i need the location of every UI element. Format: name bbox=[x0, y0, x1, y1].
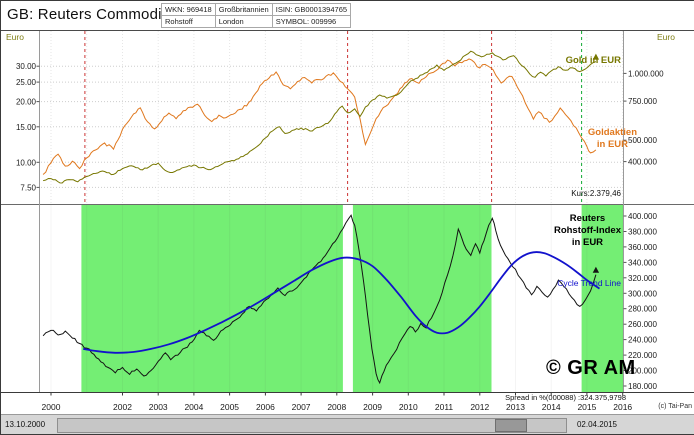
year-tick-label: 2000 bbox=[42, 402, 61, 412]
watermark: © GR AM bbox=[546, 357, 636, 379]
goldaktien-series-label: Goldaktien in EUR bbox=[588, 127, 637, 150]
scrollbar-thumb[interactable] bbox=[494, 419, 527, 432]
year-tick-label: 2011 bbox=[435, 402, 454, 412]
year-tick-label: 2006 bbox=[256, 402, 275, 412]
year-tick-label: 2005 bbox=[220, 402, 239, 412]
gold-axis-tick-label: 10.00 bbox=[16, 158, 37, 167]
cycle-band bbox=[81, 205, 343, 392]
index-series-label-line1: Reuters bbox=[569, 213, 606, 224]
year-tick-label: 2016 bbox=[613, 402, 632, 412]
rohstoff-index-line-series-end-arrow bbox=[592, 266, 600, 273]
year-tick-label: 2009 bbox=[363, 402, 382, 412]
info-category: Rohstoff bbox=[162, 16, 215, 27]
index-axis-tick-label: 200.000 bbox=[628, 367, 657, 376]
year-tick-label: 2012 bbox=[470, 402, 489, 412]
gold-axis-tick-label: 7.50 bbox=[20, 183, 36, 192]
left-axis-unit-label: Euro bbox=[6, 32, 24, 42]
year-tick-label: 2008 bbox=[327, 402, 346, 412]
year-tick-label: 2015 bbox=[577, 402, 596, 412]
range-end-date: 02.04.2015 bbox=[576, 420, 617, 429]
index-axis-tick-label: 220.000 bbox=[628, 351, 657, 360]
year-tick-label: 2007 bbox=[292, 402, 311, 412]
gold-series-label: Gold in EUR bbox=[565, 55, 621, 66]
goldaktien-series-label-line2: in EUR bbox=[596, 138, 629, 150]
year-tick-label: 2014 bbox=[542, 402, 561, 412]
gold-axis-tick-label: 25.00 bbox=[16, 78, 37, 87]
goldaktien-axis-tick-label: 500.000 bbox=[628, 136, 657, 145]
index-axis-tick-label: 300.000 bbox=[628, 289, 657, 298]
gold-line-series bbox=[42, 50, 597, 184]
year-tick-label: 2004 bbox=[184, 402, 203, 412]
year-tick-label: 2013 bbox=[506, 402, 525, 412]
goldaktien-axis-tick-label: 1.000.000 bbox=[628, 69, 664, 78]
index-axis-tick-label: 320.000 bbox=[628, 274, 657, 283]
taipan-copyright-label: (c) Tai-Pan bbox=[658, 403, 692, 410]
range-start-date: 13.10.2000 bbox=[5, 420, 46, 429]
year-tick-label: 2003 bbox=[149, 402, 168, 412]
goldaktien-axis-tick-label: 400.000 bbox=[628, 158, 657, 167]
goldaktien-axis-tick-label: 750.000 bbox=[628, 97, 657, 106]
instrument-info-grid: WKN: 969418 Großbritannien ISIN: GB00013… bbox=[161, 3, 352, 28]
index-axis-tick-label: 240.000 bbox=[628, 336, 657, 345]
index-axis-tick-label: 280.000 bbox=[628, 305, 657, 314]
index-axis-tick-label: 400.000 bbox=[628, 212, 657, 221]
right-axis-unit-label: Euro bbox=[657, 32, 675, 42]
gold-axis-tick-label: 30.00 bbox=[16, 62, 37, 71]
info-country: Großbritannien bbox=[215, 4, 272, 15]
cycle-band bbox=[352, 205, 492, 392]
year-tick-label: 2010 bbox=[399, 402, 418, 412]
rohstoff-index-line-series bbox=[42, 214, 597, 385]
gold-line-series-end-arrow bbox=[592, 53, 600, 60]
index-axis-tick-label: 180.000 bbox=[628, 382, 657, 391]
info-city: London bbox=[215, 16, 272, 27]
info-symbol: SYMBOL: 009996 bbox=[272, 16, 351, 27]
spread-value-label: Spread in %(000088) :324.375,9798 bbox=[505, 393, 626, 402]
info-isin: ISIN: GB0001394765 bbox=[272, 4, 351, 15]
bottom-bar: 13.10.2000 02.04.2015 bbox=[1, 414, 694, 434]
index-axis-tick-label: 260.000 bbox=[628, 320, 657, 329]
index-axis-tick-label: 360.000 bbox=[628, 243, 657, 252]
index-axis-tick-label: 340.000 bbox=[628, 258, 657, 267]
index-series-label: Reuters Rohstoff-Index in EUR bbox=[554, 213, 621, 249]
last-price-label: Kurs:2.379,46 bbox=[571, 189, 621, 198]
gold-axis-tick-label: 20.00 bbox=[16, 98, 37, 107]
cycle-trend-line-series bbox=[83, 251, 600, 354]
index-series-label-line2: Rohstoff-Index bbox=[553, 225, 621, 236]
goldaktien-line-series bbox=[42, 58, 597, 175]
gold-axis-tick-label: 15.00 bbox=[16, 123, 37, 132]
cycle-trend-line-label: Cycle Trend Line bbox=[557, 278, 621, 288]
cycle-band bbox=[581, 205, 623, 392]
info-wkn: WKN: 969418 bbox=[162, 4, 215, 15]
year-tick-label: 2002 bbox=[113, 402, 132, 412]
scrollbar-track[interactable] bbox=[57, 418, 567, 433]
index-series-label-line3: in EUR bbox=[571, 237, 604, 248]
instrument-title: GB: Reuters Commodity bbox=[7, 6, 174, 23]
goldaktien-series-label-line1: Goldaktien bbox=[587, 127, 637, 138]
index-axis-tick-label: 380.000 bbox=[628, 227, 657, 236]
